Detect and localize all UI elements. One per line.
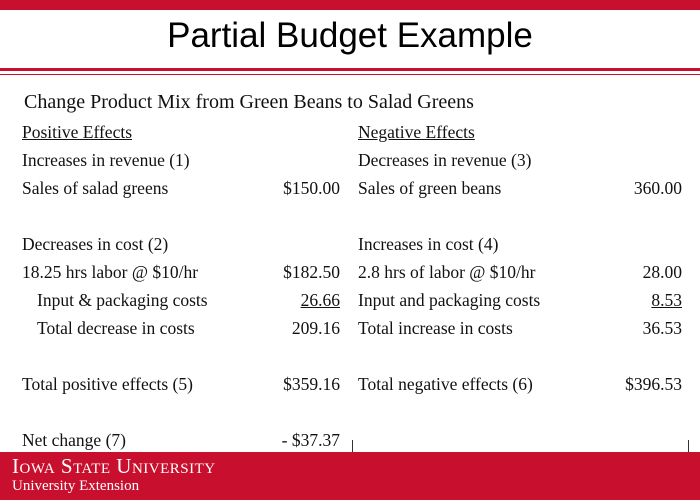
right-border <box>688 440 689 454</box>
positive-cost-heading: Decreases in cost (2) <box>22 234 169 254</box>
negative-cost-value-labor: 28.00 <box>642 262 682 282</box>
negative-cost-item-packaging: Input and packaging costs <box>358 290 541 310</box>
negative-cost-total-value: 36.53 <box>642 318 682 338</box>
positive-cost-item-labor: 18.25 hrs labor @ $10/hr <box>22 262 199 282</box>
positive-effects-heading: Positive Effects <box>22 122 133 142</box>
university-wordmark: Iowa State University <box>12 454 216 478</box>
positive-cost-value-labor: $182.50 <box>283 262 340 282</box>
positive-cost-total-value: 209.16 <box>291 318 340 338</box>
negative-cost-item-labor: 2.8 hrs of labor @ $10/hr <box>358 262 536 282</box>
positive-revenue-value: $150.00 <box>283 178 340 198</box>
extension-wordmark: University Extension <box>12 478 140 494</box>
top-accent-bar <box>0 0 700 10</box>
negative-total-value: $396.53 <box>625 374 682 394</box>
positive-cost-value-packaging: 26.66 <box>300 290 340 310</box>
positive-revenue-item: Sales of salad greens <box>22 178 169 198</box>
title-divider <box>0 68 700 71</box>
negative-cost-total-label: Total increase in costs <box>358 318 513 338</box>
positive-cost-total-label: Total decrease in costs <box>37 318 195 338</box>
negative-revenue-value: 360.00 <box>633 178 682 198</box>
net-change-value: - $37.37 <box>281 430 340 450</box>
net-change-label: Net change (7) <box>22 430 126 450</box>
negative-cost-heading: Increases in cost (4) <box>358 234 499 254</box>
column-divider <box>352 440 353 454</box>
footer-bar <box>0 452 700 500</box>
negative-total-label: Total negative effects (6) <box>358 374 533 394</box>
budget-subtitle: Change Product Mix from Green Beans to S… <box>24 91 474 113</box>
positive-revenue-heading: Increases in revenue (1) <box>22 150 190 170</box>
positive-total-label: Total positive effects (5) <box>22 374 193 394</box>
negative-effects-heading: Negative Effects <box>358 122 475 142</box>
positive-total-value: $359.16 <box>283 374 340 394</box>
negative-revenue-heading: Decreases in revenue (3) <box>358 150 532 170</box>
negative-cost-value-packaging: 8.53 <box>651 290 682 310</box>
negative-revenue-item: Sales of green beans <box>358 178 502 198</box>
title-divider-thin <box>0 74 700 75</box>
positive-cost-item-packaging: Input & packaging costs <box>37 290 208 310</box>
page-title: Partial Budget Example <box>167 16 533 55</box>
